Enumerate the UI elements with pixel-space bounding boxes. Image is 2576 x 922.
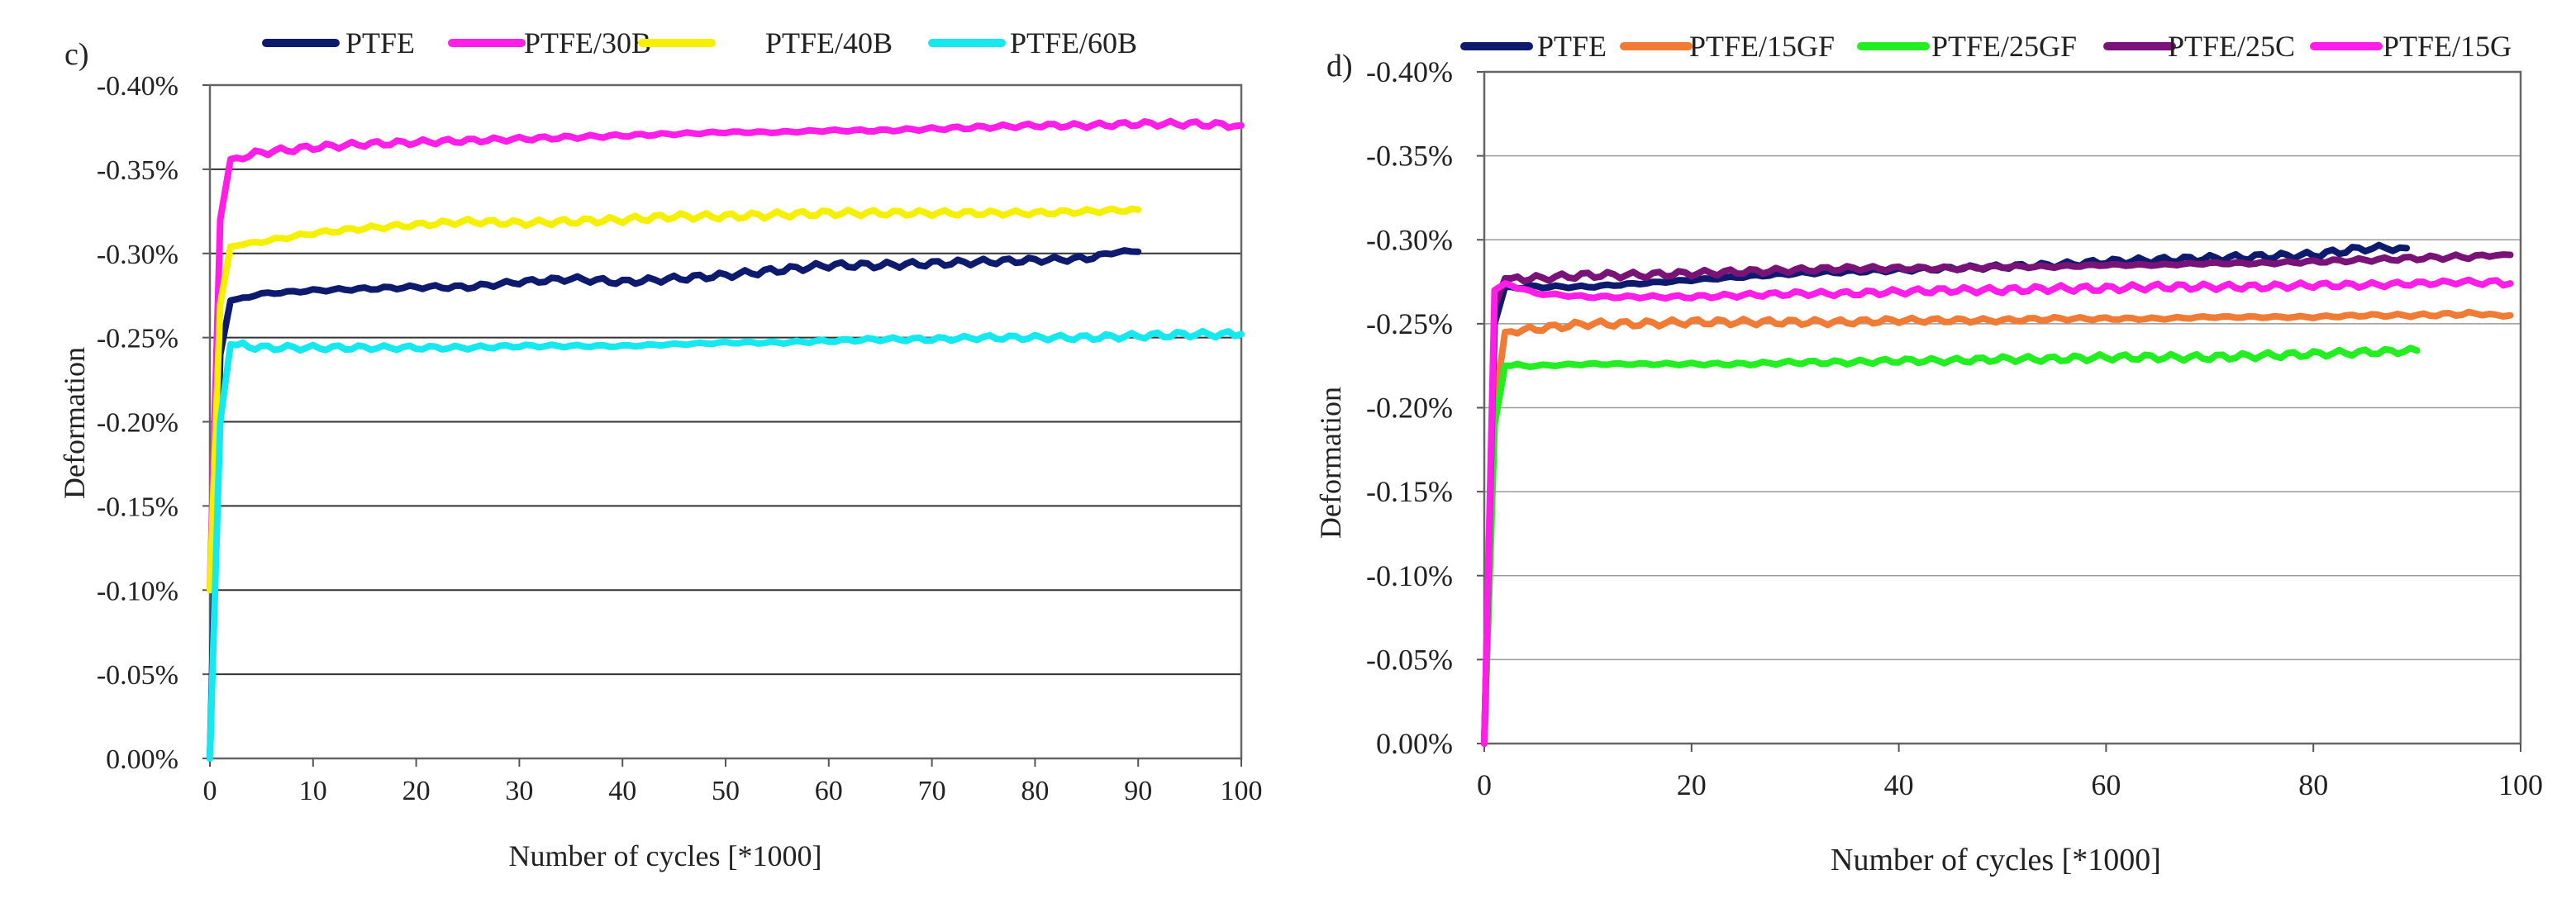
x-tick-label: 100 (1221, 776, 1263, 806)
y-tick-label: -0.40% (97, 71, 179, 102)
x-tick-label: 80 (2298, 768, 2328, 801)
x-tick-label: 10 (299, 776, 327, 806)
legend-label: PTFE/40B (765, 26, 893, 59)
legend-label: PTFE (1537, 30, 1607, 63)
x-tick-label: 40 (608, 776, 636, 806)
y-tick-label: -0.10% (1366, 559, 1453, 592)
x-tick-label: 80 (1021, 776, 1049, 806)
x-axis-label: Number of cycles [*1000] (1831, 843, 2161, 877)
x-tick-label: 40 (1884, 768, 1914, 801)
y-tick-label: -0.35% (1366, 140, 1453, 173)
x-tick-label: 60 (815, 776, 843, 806)
x-tick-label: 90 (1124, 776, 1152, 806)
legend-label: PTFE/15G (2383, 30, 2512, 63)
y-tick-label: -0.10% (97, 576, 179, 606)
x-axis-label: Number of cycles [*1000] (509, 839, 822, 872)
panel-label: c) (64, 37, 89, 72)
y-tick-label: -0.05% (97, 660, 179, 691)
y-tick-label: -0.25% (1366, 307, 1453, 340)
y-tick-label: -0.30% (97, 240, 179, 270)
x-tick-label: 0 (1477, 768, 1492, 801)
x-tick-label: 20 (1677, 768, 1707, 801)
x-tick-label: 70 (918, 776, 946, 806)
y-tick-label: 0.00% (1376, 727, 1453, 760)
y-tick-label: -0.25% (97, 324, 179, 354)
plot-frame (1483, 70, 2522, 745)
legend-label: PTFE/30B (524, 26, 651, 59)
legend-label: PTFE/25C (2168, 30, 2295, 63)
series-line (1481, 276, 2514, 747)
series-line (1481, 251, 2514, 747)
y-axis-label: Deformation (1314, 387, 1347, 539)
legend-label: PTFE/15GF (1689, 30, 1835, 63)
panel-label: d) (1326, 49, 1353, 83)
x-tick-label: 50 (712, 776, 740, 806)
y-tick-label: -0.30% (1366, 223, 1453, 256)
y-tick-label: -0.20% (97, 408, 179, 439)
legend-label: PTFE (345, 26, 415, 59)
chart-panel-c: c) Deformation Number of cycles [*1000] … (58, 26, 1263, 872)
y-tick-label: -0.15% (97, 492, 179, 522)
series-line (207, 205, 1142, 594)
x-tick-label: 30 (505, 776, 533, 806)
y-tick-label: -0.40% (1366, 55, 1453, 88)
y-tick-label: -0.20% (1366, 392, 1453, 425)
x-tick-label: 100 (2498, 768, 2543, 801)
y-tick-label: 0.00% (106, 744, 179, 775)
y-tick-label: -0.05% (1366, 643, 1453, 676)
legend-label: PTFE/25GF (1931, 30, 2077, 63)
series-line (207, 247, 1142, 762)
x-tick-label: 60 (2091, 768, 2121, 801)
series-line (1481, 345, 2421, 747)
series-line (207, 327, 1245, 762)
y-axis-label: Deformation (58, 347, 91, 499)
y-tick-label: -0.35% (97, 155, 179, 186)
x-tick-label: 20 (402, 776, 431, 806)
series-line (1481, 308, 2514, 747)
chart-panel-d: d) Deformation Number of cycles [*1000] … (1314, 30, 2543, 877)
series-line (207, 117, 1245, 594)
x-tick-label: 0 (203, 776, 217, 806)
legend-label: PTFE/60B (1010, 26, 1137, 59)
y-tick-label: -0.15% (1366, 475, 1453, 508)
